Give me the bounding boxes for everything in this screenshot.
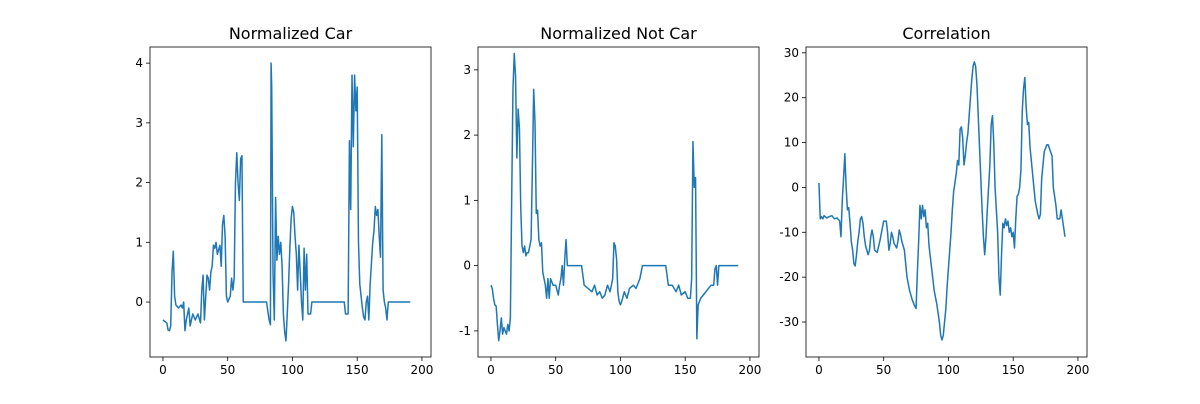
x-tick-label: 0 <box>815 363 823 377</box>
y-tick-label: -30 <box>779 315 799 329</box>
x-tick-label: 100 <box>281 363 304 377</box>
y-tick-label: 10 <box>784 136 799 150</box>
y-tick-label: 3 <box>463 63 471 77</box>
y-tick-label: 3 <box>135 116 143 130</box>
x-tick-label: 150 <box>346 363 369 377</box>
y-tick-label: -1 <box>459 324 471 338</box>
x-tick-label: 100 <box>609 363 632 377</box>
x-tick-label: 150 <box>674 363 697 377</box>
x-tick-label: 50 <box>876 363 891 377</box>
y-tick-label: 2 <box>463 128 471 142</box>
x-tick-label: 200 <box>1066 363 1089 377</box>
data-line <box>162 62 411 342</box>
x-tick-label: 200 <box>410 363 433 377</box>
y-tick-label: 0 <box>791 180 799 194</box>
subplot-title: Correlation <box>902 24 990 43</box>
y-tick-label: -10 <box>779 225 799 239</box>
y-tick-label: 1 <box>135 235 143 249</box>
axes-frame <box>477 46 760 358</box>
y-tick-label: -20 <box>779 270 799 284</box>
x-tick-label: 50 <box>220 363 235 377</box>
y-tick-label: 0 <box>135 295 143 309</box>
y-tick-label: 0 <box>463 259 471 273</box>
x-tick-label: 150 <box>1002 363 1025 377</box>
y-tick-label: 2 <box>135 176 143 190</box>
subplot-title: Normalized Not Car <box>540 24 697 43</box>
x-tick-label: 100 <box>937 363 960 377</box>
data-line <box>490 52 739 342</box>
data-line <box>818 61 1066 341</box>
y-tick-label: 1 <box>463 193 471 207</box>
x-tick-label: 0 <box>487 363 495 377</box>
axes-frame <box>149 46 432 358</box>
subplot-title: Normalized Car <box>229 24 353 43</box>
x-tick-label: 50 <box>548 363 563 377</box>
y-tick-label: 20 <box>784 91 799 105</box>
x-tick-label: 0 <box>159 363 167 377</box>
axes-frame <box>805 46 1088 358</box>
x-tick-label: 200 <box>738 363 761 377</box>
y-tick-label: 30 <box>784 46 799 60</box>
y-tick-label: 4 <box>135 56 143 70</box>
